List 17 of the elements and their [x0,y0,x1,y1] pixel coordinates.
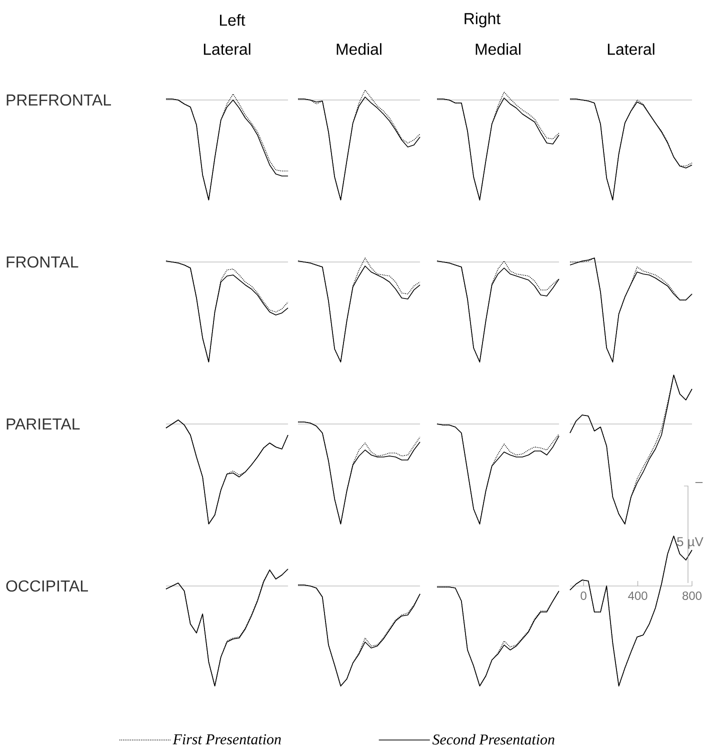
text: – [695,482,703,483]
y-axis-title: OCCIPITAL [6,580,88,592]
y-axis-title: FRONTAL [6,256,78,268]
text: Right [464,12,500,28]
legend-label: Second Presentation [432,734,554,745]
x-tick-label: 800 [682,592,702,600]
chart-title: Lateral [204,43,250,55]
chart-title: Medial [336,43,382,55]
x-tick-label: 0 [580,592,586,600]
annotation: 5 µV [677,537,704,549]
y-axis-title: PARIETAL [6,418,80,430]
text: Left [220,14,246,26]
chart-title: Medial [476,43,520,55]
legend-label: First Presentation [172,734,281,744]
x-tick-label: 400 [628,592,648,600]
chart-title: Lateral [608,43,654,55]
y-axis-title: PREFRONTAL [6,94,111,106]
